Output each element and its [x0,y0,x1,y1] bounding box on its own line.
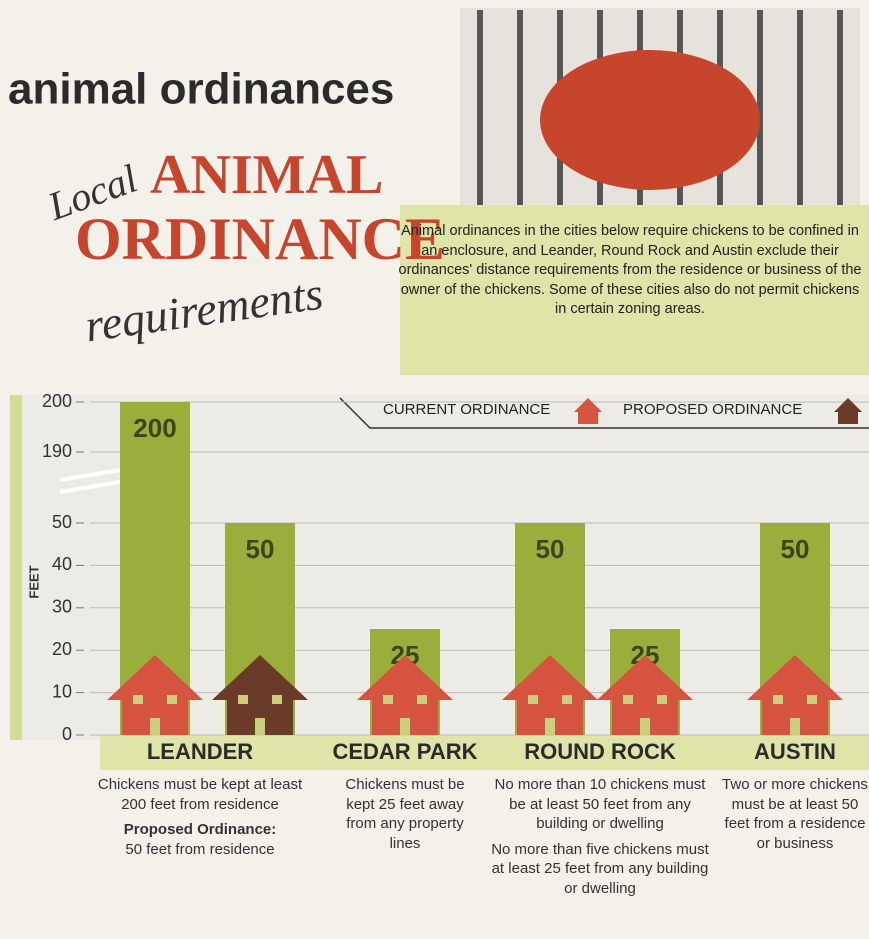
y-tick-label: 200 [42,391,72,411]
legend-label: CURRENT ORDINANCE [383,401,550,418]
city-label: ROUND ROCK [524,739,676,764]
city-note: Chickens must be kept 25 feet away from … [335,775,475,859]
house-window [383,695,393,704]
house-window [657,695,667,704]
proposed-label: Proposed Ordinance: [95,820,305,840]
big-word: ANIMAL [150,144,383,206]
y-tick-label: 190 [42,441,72,461]
house-window [417,695,427,704]
city-note: Chickens must be kept at least 200 feet … [95,775,305,865]
title: animal ordinances [8,65,394,114]
note-text: Chickens must be kept at least 200 feet … [95,775,305,814]
hen [540,50,760,190]
city-label: LEANDER [147,739,253,764]
city-note: No more than 10 chickens must be at leas… [485,775,715,904]
y-tick-label: 30 [52,597,72,617]
y-tick-label: 40 [52,554,72,574]
house-window [167,695,177,704]
city-note: Two or more chickens must be at least 50… [718,775,869,859]
house-window [238,695,248,704]
house-window [807,695,817,704]
house-window [623,695,633,704]
value-label: 50 [536,534,565,564]
note-text: Two or more chickens must be at least 50… [718,775,869,853]
y-axis-label: FEET [26,565,41,598]
house-door [400,718,410,735]
house-window [272,695,282,704]
note-text: No more than five chickens must at least… [485,840,715,899]
house-door [790,718,800,735]
value-label: 50 [246,534,275,564]
proposed-note: 50 feet from residence [95,840,305,860]
house-window [773,695,783,704]
note-text: No more than 10 chickens must be at leas… [485,775,715,834]
house-window [528,695,538,704]
value-label: 200 [133,413,176,443]
big-word: ORDINANCE [75,206,445,272]
city-label: CEDAR PARK [332,739,477,764]
house-door [255,718,265,735]
house-door [545,718,555,735]
y-tick-label: 50 [52,512,72,532]
y-tick-label: 10 [52,681,72,701]
legend-label: PROPOSED ORDINANCE [623,401,802,418]
intro-text: Animal ordinances in the cities below re… [395,222,865,320]
house-door [640,718,650,735]
page: animal ordinances Local ANIMAL ORDINANCE… [0,0,869,939]
y-tick-label: 0 [62,724,72,744]
note-text: Chickens must be kept 25 feet away from … [335,775,475,853]
city-label: AUSTIN [754,739,836,764]
house-window [562,695,572,704]
value-label: 50 [781,534,810,564]
house-window [133,695,143,704]
axis-strip [10,395,22,740]
y-tick-label: 20 [52,639,72,659]
house-door [150,718,160,735]
